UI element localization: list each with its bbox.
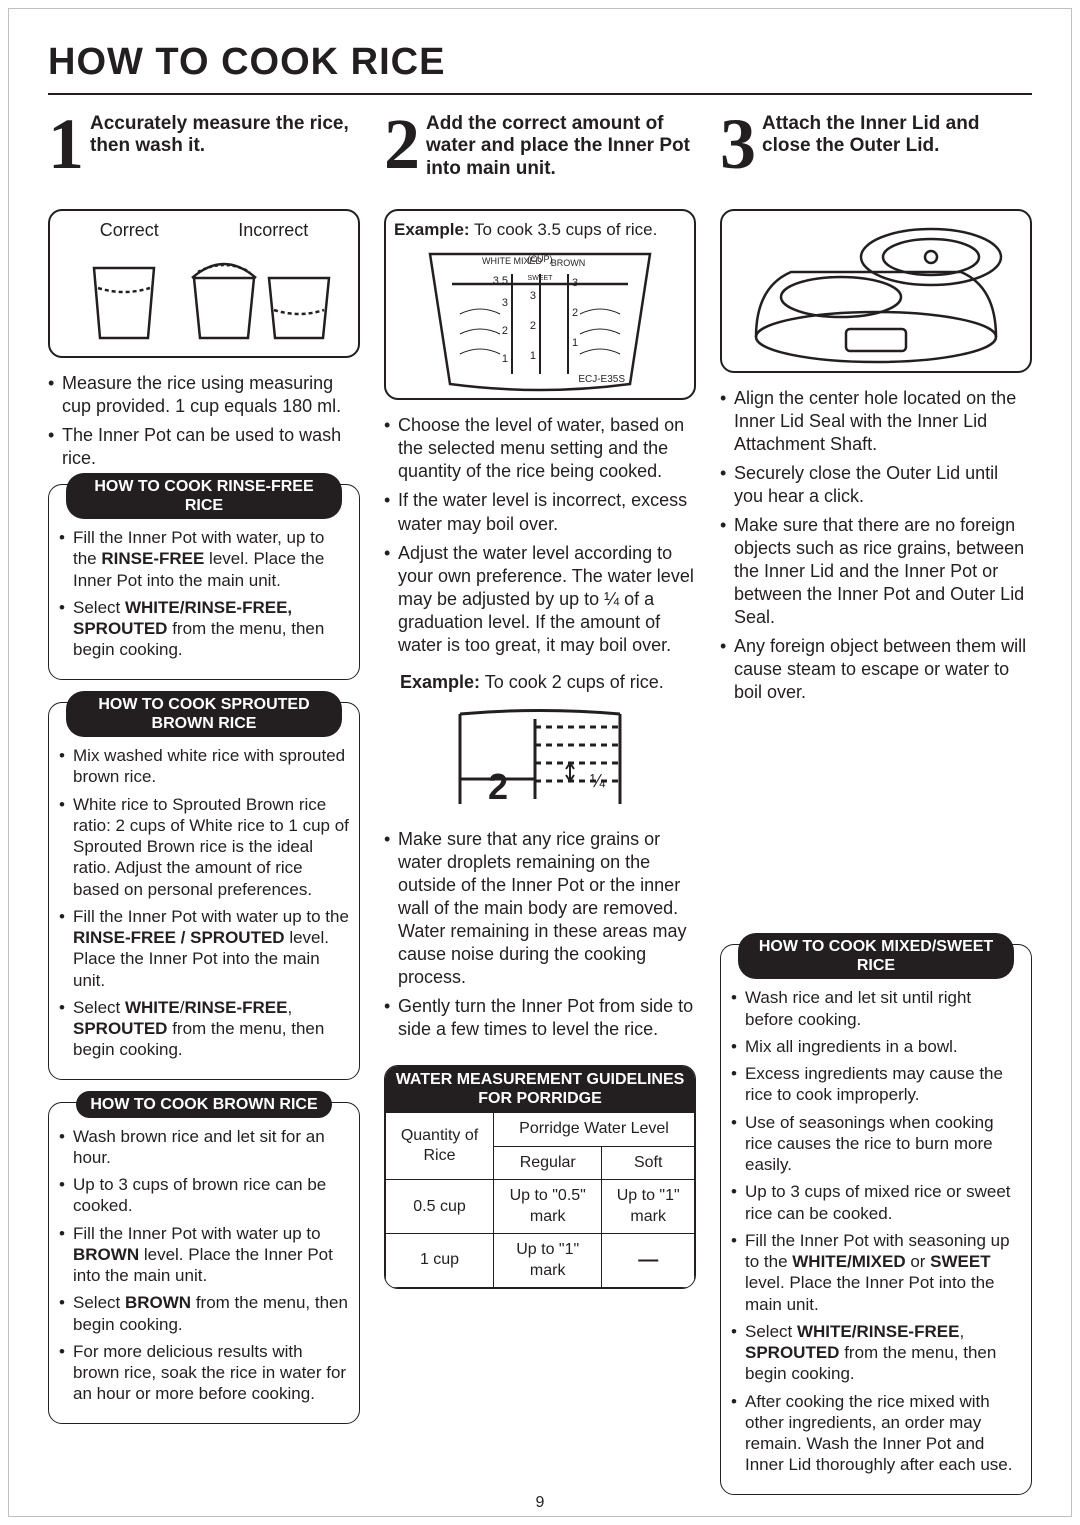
- col-3: 3 Attach the Inner Lid and close the Out…: [720, 113, 1032, 1495]
- step-2-illustration-2: 2 ¼: [384, 704, 696, 814]
- list-item: For more delicious results with brown ri…: [59, 1341, 349, 1405]
- step-3-illustration: [720, 209, 1032, 373]
- list-item: Align the center hole located on the Inn…: [720, 387, 1032, 456]
- title-rule: [48, 93, 1032, 95]
- list-item: After cooking the rice mixed with other …: [731, 1391, 1021, 1476]
- table-header: Regular: [494, 1146, 602, 1179]
- callout-title: HOW TO COOK MIXED/SWEET RICE: [738, 933, 1014, 979]
- svg-text:2: 2: [572, 307, 578, 319]
- step-3-title: Attach the Inner Lid and close the Outer…: [762, 113, 1032, 159]
- step-1-illustration: Correct Incorrect: [48, 209, 360, 358]
- list-item: Securely close the Outer Lid until you h…: [720, 462, 1032, 508]
- page-title: HOW TO COOK RICE: [48, 38, 1032, 87]
- step-2-title: Add the correct amount of water and plac…: [426, 113, 696, 181]
- table-row: 1 cup Up to "1" mark —: [386, 1234, 695, 1288]
- svg-text:1: 1: [502, 353, 508, 365]
- list-item: White rice to Sprouted Brown rice ratio:…: [59, 794, 349, 900]
- step-1-bullets: Measure the rice using measuring cup pro…: [48, 372, 360, 470]
- list-item: Select WHITE/RINSE-FREE, SPROUTED from t…: [59, 997, 349, 1061]
- page-number: 9: [0, 1493, 1080, 1513]
- table-header: Quantity of Rice: [386, 1113, 494, 1180]
- list-item: Wash rice and let sit until right before…: [731, 987, 1021, 1030]
- pot-scale-icon: WHITE MIXED (CUP) BROWN SWEET ECJ-E35S 3…: [400, 244, 680, 394]
- label-incorrect: Incorrect: [238, 219, 308, 242]
- step-1-number: 1: [48, 117, 84, 171]
- list-item: Make sure that any rice grains or water …: [384, 828, 696, 989]
- list-item: If the water level is incorrect, excess …: [384, 489, 696, 535]
- table-header: Soft: [602, 1146, 695, 1179]
- callout-title: HOW TO COOK SPROUTED BROWN RICE: [66, 691, 342, 737]
- porridge-title: WATER MEASUREMENT GUIDELINES FOR PORRIDG…: [385, 1066, 695, 1112]
- cooker-icon: [731, 217, 1021, 367]
- list-item: Fill the Inner Pot with water, up to the…: [59, 527, 349, 591]
- example-label: Example:: [400, 672, 480, 692]
- list-item: Mix washed white rice with sprouted brow…: [59, 745, 349, 788]
- list-item: Choose the level of water, based on the …: [384, 414, 696, 483]
- svg-text:1: 1: [572, 337, 578, 349]
- list-item: Select WHITE/RINSE-FREE, SPROUTED from t…: [731, 1321, 1021, 1385]
- list-item: The Inner Pot can be used to wash rice.: [48, 424, 360, 470]
- svg-text:1: 1: [530, 350, 536, 362]
- col-2: 2 Add the correct amount of water and pl…: [384, 113, 696, 1495]
- list-item: Mix all ingredients in a bowl.: [731, 1036, 1021, 1057]
- svg-text:2: 2: [502, 325, 508, 337]
- svg-text:2: 2: [488, 766, 508, 807]
- gradation-icon: 2 ¼: [440, 709, 640, 809]
- table-row: 0.5 cup Up to "0.5" mark Up to "1" mark: [386, 1180, 695, 1234]
- svg-text:3: 3: [572, 277, 578, 289]
- list-item: Gently turn the Inner Pot from side to s…: [384, 995, 696, 1041]
- list-item: Up to 3 cups of brown rice can be cooked…: [59, 1174, 349, 1217]
- svg-text:3: 3: [502, 297, 508, 309]
- callout-title: HOW TO COOK BROWN RICE: [76, 1091, 331, 1118]
- step-1-head: 1 Accurately measure the rice, then wash…: [48, 113, 360, 199]
- col-1: 1 Accurately measure the rice, then wash…: [48, 113, 360, 1495]
- example-text: To cook 2 cups of rice.: [480, 672, 664, 692]
- list-item: Wash brown rice and let sit for an hour.: [59, 1126, 349, 1169]
- svg-text:3: 3: [530, 290, 536, 302]
- svg-text:3.5: 3.5: [493, 275, 508, 287]
- list-item: Fill the Inner Pot with seasoning up to …: [731, 1230, 1021, 1315]
- svg-text:ECJ-E35S: ECJ-E35S: [578, 374, 625, 385]
- step-2-bullets-a: Choose the level of water, based on the …: [384, 414, 696, 656]
- callout-rinse-free: HOW TO COOK RINSE-FREE RICE Fill the Inn…: [48, 484, 360, 680]
- list-item: Fill the Inner Pot with water up to BROW…: [59, 1223, 349, 1287]
- label-correct: Correct: [100, 219, 159, 242]
- list-item: Any foreign object between them will cau…: [720, 635, 1032, 704]
- example-label: Example:: [394, 220, 470, 239]
- porridge-table: WATER MEASUREMENT GUIDELINES FOR PORRIDG…: [384, 1065, 696, 1289]
- list-item: Up to 3 cups of mixed rice or sweet rice…: [731, 1181, 1021, 1224]
- step-1-title: Accurately measure the rice, then wash i…: [90, 113, 360, 159]
- svg-text:(CUP): (CUP): [528, 254, 553, 264]
- svg-text:BROWN: BROWN: [551, 258, 586, 268]
- list-item: Fill the Inner Pot with water up to the …: [59, 906, 349, 991]
- svg-text:2: 2: [530, 320, 536, 332]
- step-2-number: 2: [384, 117, 420, 171]
- callout-brown: HOW TO COOK BROWN RICE Wash brown rice a…: [48, 1102, 360, 1424]
- step-2-bullets-b: Make sure that any rice grains or water …: [384, 828, 696, 1041]
- step-2-illustration-1: Example: To cook 3.5 cups of rice.: [384, 209, 696, 401]
- example-text: To cook 3.5 cups of rice.: [470, 220, 658, 239]
- step-2-head: 2 Add the correct amount of water and pl…: [384, 113, 696, 199]
- step-3-bullets: Align the center hole located on the Inn…: [720, 387, 1032, 704]
- step-3-head: 3 Attach the Inner Lid and close the Out…: [720, 113, 1032, 199]
- list-item: Adjust the water level according to your…: [384, 542, 696, 657]
- svg-text:SWEET: SWEET: [528, 275, 554, 282]
- columns: 1 Accurately measure the rice, then wash…: [48, 113, 1032, 1495]
- step-3-number: 3: [720, 117, 756, 171]
- callout-sprouted: HOW TO COOK SPROUTED BROWN RICE Mix wash…: [48, 702, 360, 1080]
- callout-title: HOW TO COOK RINSE-FREE RICE: [66, 473, 342, 519]
- callout-mixed-sweet: HOW TO COOK MIXED/SWEET RICE Wash rice a…: [720, 944, 1032, 1495]
- list-item: Select WHITE/RINSE-FREE, SPROUTED from t…: [59, 597, 349, 661]
- table-header: Porridge Water Level: [494, 1113, 695, 1146]
- cups-icon: [74, 248, 334, 348]
- list-item: Excess ingredients may cause the rice to…: [731, 1063, 1021, 1106]
- list-item: Make sure that there are no foreign obje…: [720, 514, 1032, 629]
- svg-text:¼: ¼: [590, 771, 606, 791]
- list-item: Select BROWN from the menu, then begin c…: [59, 1292, 349, 1335]
- list-item: Measure the rice using measuring cup pro…: [48, 372, 360, 418]
- list-item: Use of seasonings when cooking rice caus…: [731, 1112, 1021, 1176]
